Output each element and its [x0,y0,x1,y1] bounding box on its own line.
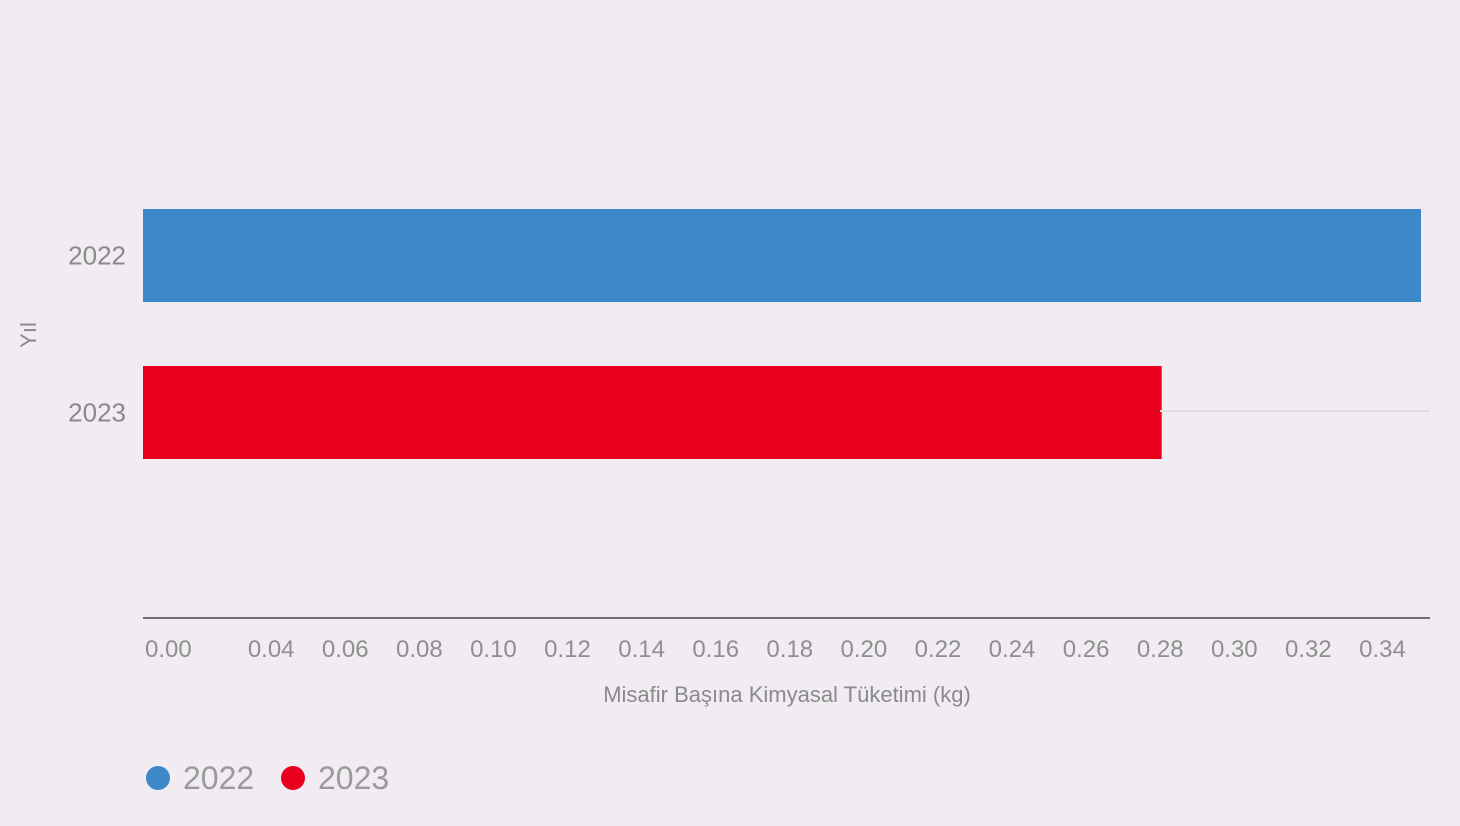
x-tick-label: 0.30 [1211,636,1258,663]
x-tick-label: 0.00 [145,636,192,663]
x-tick-label: 0.32 [1285,636,1332,663]
x-tick-label: 0.14 [618,636,665,663]
x-tick-label: 0.26 [1063,636,1110,663]
x-tick-label: 0.06 [322,636,369,663]
x-tick-label: 0.34 [1359,636,1406,663]
x-tick-label: 0.24 [989,636,1036,663]
legend-marker-2022 [146,766,170,790]
x-tick-label: 0.18 [766,636,813,663]
y-axis-title: Yıl [16,322,41,348]
x-tick-label: 0.28 [1137,636,1184,663]
x-tick-labels: 0.00 0.04 0.06 0.08 0.10 0.12 0.14 0.16 0.18 0.20… [145,636,1406,663]
x-tick-label: 0.04 [248,636,295,663]
bar-2022 [143,209,1421,302]
bars-layer [143,209,1421,459]
legend: 2022 2023 [146,760,389,796]
x-tick-label: 0.20 [841,636,888,663]
x-tick-label: 0.22 [915,636,962,663]
legend-marker-2023 [281,766,305,790]
x-tick-label: 0.10 [470,636,517,663]
category-labels: 2022 2023 [68,241,126,428]
x-axis-title: Misafir Başına Kimyasal Tüketimi (kg) [603,682,971,707]
x-tick-label: 0.12 [544,636,591,663]
bar-2023 [143,366,1162,459]
x-tick-label: 0.08 [396,636,443,663]
category-label-2022: 2022 [68,241,126,271]
x-tick-label: 0.16 [692,636,739,663]
legend-label-2023: 2023 [318,760,389,796]
category-label-2023: 2023 [68,398,126,428]
legend-label-2022: 2022 [183,760,254,796]
